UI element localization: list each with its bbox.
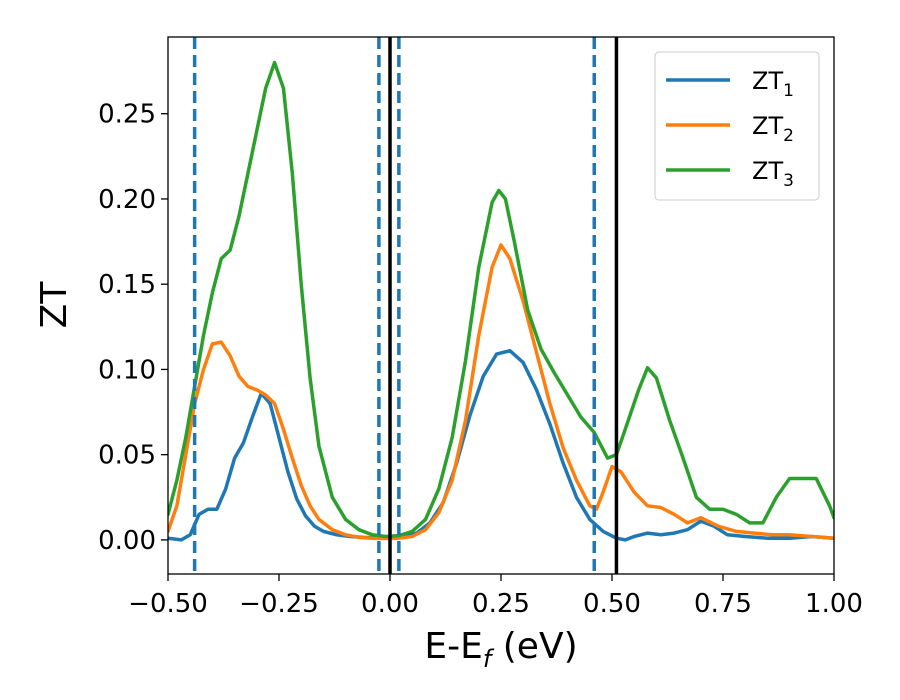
x-tick-label: −0.50 [128, 589, 208, 619]
y-axis-ticks: 0.00 0.05 0.10 0.15 0.20 0.25 [98, 100, 168, 556]
x-tick-label: 0.00 [361, 589, 419, 619]
y-axis-label: ZT [34, 281, 75, 329]
x-axis-ticks: −0.50 −0.25 0.00 0.25 0.50 0.75 1.00 [128, 574, 863, 619]
legend-entries: ZT1 ZT2 ZT3 [666, 67, 794, 191]
legend-label-zt1: ZT1 [752, 67, 794, 101]
y-tick-label: 0.10 [98, 355, 156, 385]
legend-label-zt3: ZT3 [752, 157, 794, 191]
series-line-zt1 [168, 348, 834, 542]
x-tick-label: 0.50 [583, 589, 641, 619]
vertical-lines-layer [192, 37, 619, 574]
legend-label-zt2: ZT2 [752, 112, 794, 146]
series-line-zt3 [168, 60, 834, 539]
legend: ZT1 ZT2 ZT3 [654, 51, 820, 201]
x-tick-label: −0.25 [239, 589, 319, 619]
legend-frame [654, 51, 820, 201]
y-tick-label: 0.25 [98, 100, 156, 130]
series-line-zt2 [168, 243, 834, 541]
x-axis-label: E-Ef (eV) [424, 626, 577, 673]
y-tick-label: 0.05 [98, 441, 156, 471]
x-tick-label: 1.00 [805, 589, 863, 619]
y-tick-label: 0.00 [98, 526, 156, 556]
series-layer [168, 60, 834, 542]
x-tick-label: 0.25 [472, 589, 530, 619]
x-tick-label: 0.75 [694, 589, 752, 619]
y-tick-label: 0.20 [98, 185, 156, 215]
y-tick-label: 0.15 [98, 270, 156, 300]
